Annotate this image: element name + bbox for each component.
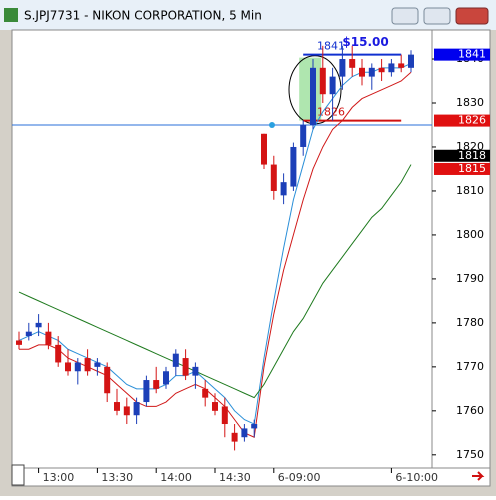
y-tick-label: 1790 (456, 272, 484, 285)
x-tick-label: 14:30 (219, 471, 251, 484)
y-tick-label: 1830 (456, 96, 484, 109)
x-tick-label: 14:00 (160, 471, 192, 484)
x-tick-label: 13:30 (101, 471, 133, 484)
candle-body (398, 63, 405, 68)
candle-body (221, 406, 228, 425)
candle-body (359, 67, 365, 77)
candle-body (172, 353, 179, 367)
candle-body (182, 358, 189, 376)
y-tick-label: 1760 (456, 404, 484, 417)
moving-average (18, 164, 412, 399)
candle-body (388, 63, 395, 73)
candle-body (192, 366, 199, 376)
candle-body (133, 402, 140, 416)
x-tick-label: 6-10:00 (395, 471, 438, 484)
candle-body (35, 322, 42, 328)
candle-body (251, 424, 258, 429)
candle-body (280, 182, 287, 196)
minimize-button[interactable] (391, 7, 419, 25)
price-badge (434, 149, 490, 162)
y-tick-label: 1820 (456, 140, 484, 153)
candle-body (329, 76, 336, 95)
candle-body (114, 402, 120, 411)
window-title: S.JPJ7731 - NIKON CORPORATION, 5 Min (24, 9, 262, 23)
marker (269, 121, 275, 128)
candle-body (378, 67, 385, 73)
y-tick-label: 1810 (456, 184, 484, 197)
price-badge (434, 114, 490, 127)
candle-body (94, 362, 101, 367)
candle-body (319, 67, 326, 95)
y-tick-label: 1780 (456, 316, 484, 329)
candle-body (212, 402, 218, 411)
candle-body (123, 406, 130, 416)
candle-body (74, 362, 81, 372)
candle-body (143, 380, 150, 403)
y-tick-label: 1770 (456, 360, 484, 373)
scroll-arrow[interactable] (472, 471, 485, 481)
candle-body (290, 146, 297, 187)
candle-body (104, 366, 111, 394)
candle-body (310, 67, 316, 125)
candle-body (368, 67, 375, 77)
candle-body (65, 362, 71, 372)
price-badge-label: 1815 (458, 162, 486, 175)
candle-body (270, 164, 277, 191)
candle-body (349, 59, 356, 68)
trade-level-label: 1826 (317, 106, 345, 119)
candle-body (55, 344, 62, 363)
app-icon (4, 8, 18, 22)
candle-body (25, 331, 32, 337)
scroll-box[interactable] (11, 464, 25, 486)
candle-body (45, 331, 52, 345)
candle-body (261, 133, 267, 165)
candle-body (153, 380, 160, 389)
y-tick-label: 1750 (456, 448, 484, 461)
x-tick-label: 6-09:00 (278, 471, 321, 484)
price-badge-label: 1818 (458, 149, 486, 162)
candle-body (408, 54, 414, 68)
price-badge-label: 1826 (458, 114, 486, 127)
candle-body (339, 59, 346, 77)
y-tick-label: 1800 (456, 228, 484, 241)
close-button[interactable] (455, 7, 489, 25)
x-tick-label: 13:00 (43, 471, 75, 484)
candle-body (163, 371, 169, 385)
trade-profit: $15.00 (342, 35, 388, 49)
maximize-button[interactable] (423, 7, 451, 25)
price-badge (434, 162, 490, 175)
candle-body (84, 358, 91, 372)
candle-body (241, 428, 248, 438)
price-axis (431, 29, 491, 469)
price-badge (434, 48, 490, 61)
price-badge-label: 1841 (458, 48, 486, 61)
moving-average (18, 62, 412, 425)
candle-body (231, 432, 238, 442)
candle-body (16, 340, 22, 345)
candle-body (202, 388, 209, 398)
trade-level-label: 1841 (317, 40, 345, 53)
candle-body (300, 124, 307, 147)
